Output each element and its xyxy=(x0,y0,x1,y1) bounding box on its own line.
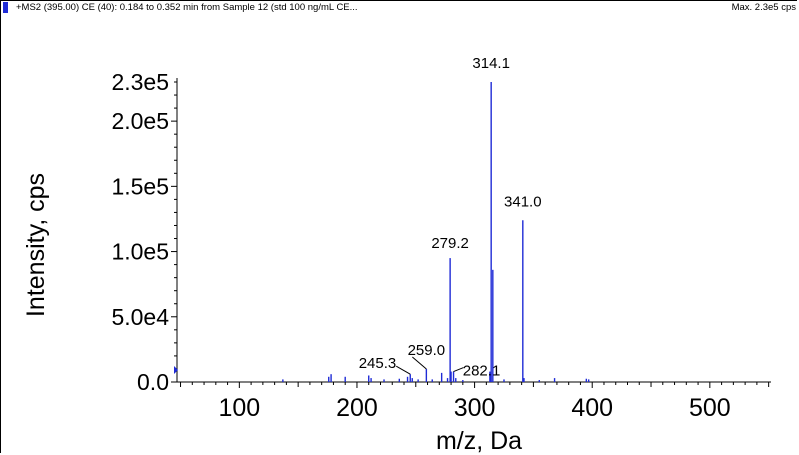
y-tick-label: 2.0e5 xyxy=(111,108,169,134)
y-tick-label: 2.3e5 xyxy=(111,69,169,95)
x-axis-title: m/z, Da xyxy=(436,427,522,455)
spectrum-header: +MS2 (395.00) CE (40): 0.184 to 0.352 mi… xyxy=(0,0,799,36)
y-tick-label: 0.0 xyxy=(137,369,169,395)
peaks xyxy=(282,82,590,382)
trace-color-marker xyxy=(3,2,8,13)
x-tick-label: 400 xyxy=(571,394,613,422)
peak-label: 245.3 xyxy=(359,355,397,372)
x-axis: 100 200 300 400 500 xyxy=(177,381,771,422)
y-axis: 0.0 5.0e4 1.0e5 1.5e5 2.0e5 2.3e5 xyxy=(111,69,178,395)
peak-label-leader xyxy=(453,367,464,373)
max-intensity-text: Max. 2.3e5 cps xyxy=(731,2,796,13)
peak-label: 259.0 xyxy=(408,342,446,359)
peak-label-leader xyxy=(395,365,411,375)
peak-labels: 314.1 341.0 279.2 259.0 245.3 282.1 xyxy=(359,55,542,380)
peak-label-leader xyxy=(412,356,427,370)
peak-label: 341.0 xyxy=(504,193,542,210)
y-tick-label: 5.0e4 xyxy=(111,304,169,330)
scan-info-text: +MS2 (395.00) CE (40): 0.184 to 0.352 mi… xyxy=(16,2,358,13)
peak-label: 282.1 xyxy=(463,363,501,380)
y-tick-label: 1.0e5 xyxy=(111,239,169,265)
baseline-cursor-marker[interactable] xyxy=(174,366,178,374)
x-tick-label: 100 xyxy=(218,394,260,422)
x-tick-label: 500 xyxy=(689,394,731,422)
peak-label: 314.1 xyxy=(472,55,510,72)
peak-label: 279.2 xyxy=(431,235,469,252)
x-tick-label: 200 xyxy=(336,394,378,422)
x-tick-label: 300 xyxy=(454,394,496,422)
y-axis-title: Intensity, cps xyxy=(22,173,50,317)
y-tick-label: 1.5e5 xyxy=(111,173,169,199)
